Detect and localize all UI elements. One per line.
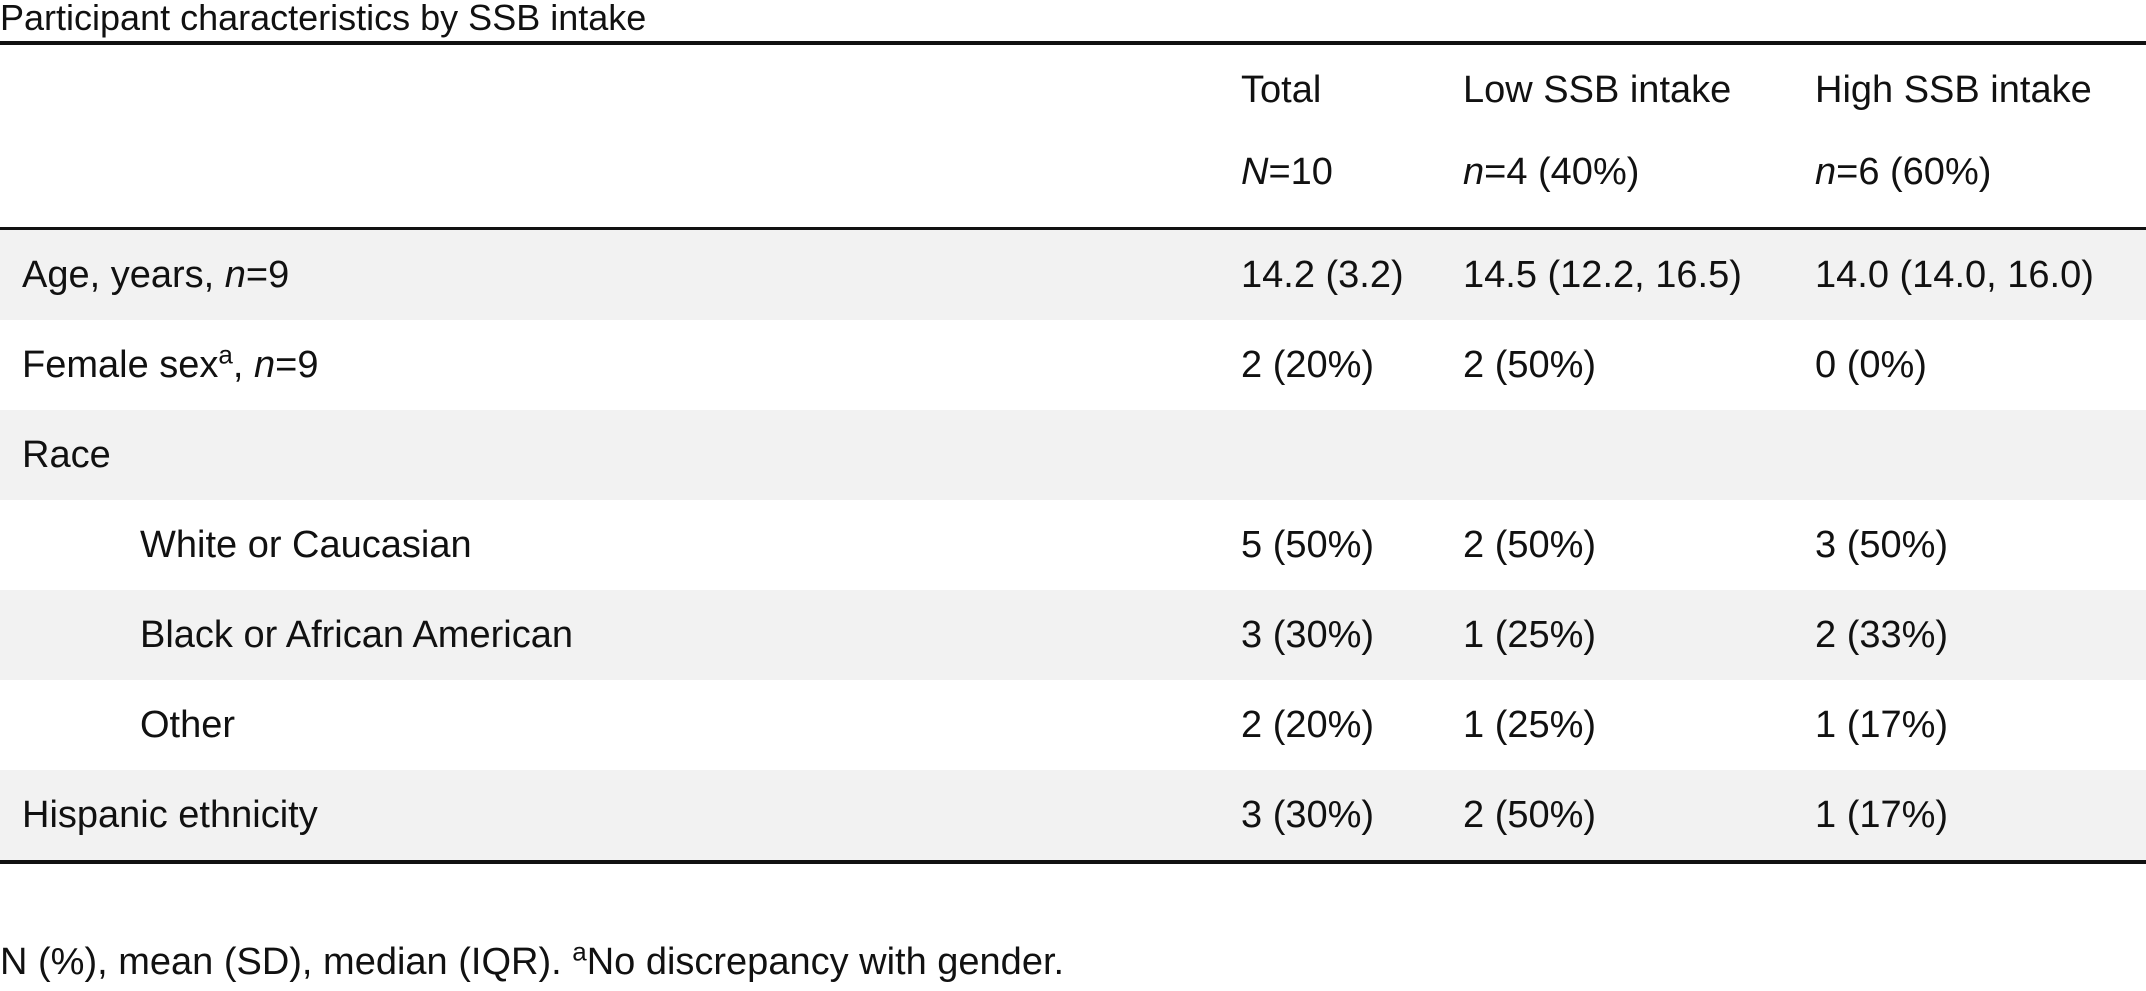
header-row-labels: Total Low SSB intake High SSB intake [0, 41, 2146, 133]
header-low-ssb-count: n=4 (40%) [1463, 133, 1815, 230]
cell-black-low: 1 (25%) [1463, 590, 1815, 680]
cell-race-total [1241, 410, 1463, 500]
high-ssb-n-symbol: n [1815, 151, 1837, 193]
cell-white-total: 5 (50%) [1241, 523, 1375, 566]
header-high-ssb-label: High SSB intake [1815, 69, 2092, 111]
age-n-symbol: n [224, 253, 246, 296]
table-body: Age, years, n=9 14.2 (3.2) 14.5 (12.2, 1… [0, 228, 2146, 864]
header-total-label: Total [1241, 69, 1322, 111]
table-footnote: N (%), mean (SD), median (IQR). aNo disc… [0, 938, 1065, 984]
table-row-hispanic: Hispanic ethnicity 3 (30%) 2 (50%) 1 (17… [0, 770, 2146, 864]
cell-age-high: 14.0 (14.0, 16.0) [1815, 228, 2146, 320]
low-ssb-n-symbol: n [1463, 151, 1485, 193]
cell-hispanic-low: 2 (50%) [1463, 770, 1815, 864]
age-label-text: Age, years, [22, 253, 225, 296]
cell-age-total: 14.2 (3.2) [1241, 228, 1463, 320]
cell-race-high [1815, 410, 2146, 500]
female-sex-label-text: Female sex [22, 343, 219, 386]
cell-other-low: 1 (25%) [1463, 703, 1597, 746]
table-row-white: White or Caucasian 5 (50%) 2 (50%) 3 (50… [0, 500, 2146, 590]
footnote-marker: a [572, 936, 587, 967]
table-caption: Participant characteristics by SSB intak… [0, 0, 647, 38]
table-row-black: Black or African American 3 (30%) 1 (25%… [0, 590, 2146, 680]
header-low-ssb-label: Low SSB intake [1463, 69, 1732, 111]
cell-female-high: 0 (0%) [1815, 343, 1927, 386]
cell-female-total: 2 (20%) [1241, 343, 1375, 386]
header-total: Total [1241, 41, 1463, 133]
cell-hispanic-high: 1 (17%) [1815, 770, 2146, 864]
female-sex-n-symbol: n [254, 343, 276, 386]
header-high-ssb-n: n=6 (60%) [1815, 133, 2146, 194]
low-ssb-n-value: =4 (40%) [1484, 151, 1640, 193]
cell-age-low: 14.5 (12.2, 16.5) [1463, 228, 1815, 320]
row-label-hispanic: Hispanic ethnicity [0, 770, 1241, 864]
footnote-detail: No discrepancy with gender. [586, 941, 1065, 983]
row-label-age: Age, years, n=9 [0, 228, 1241, 320]
cell-race-low [1463, 410, 1815, 500]
header-high-ssb: High SSB intake [1815, 41, 2146, 133]
female-sex-n-value: =9 [275, 343, 319, 386]
header-low-ssb: Low SSB intake [1463, 41, 1815, 133]
cell-hispanic-total: 3 (30%) [1241, 770, 1463, 864]
row-label-other: Other [140, 703, 236, 746]
table-row-race: Race [0, 410, 2146, 500]
row-label-black: Black or African American [0, 590, 1241, 680]
footnote-text: N (%), mean (SD), median (IQR). [0, 941, 573, 983]
row-label-white: White or Caucasian [140, 523, 472, 566]
header-characteristic [0, 41, 1241, 133]
cell-white-low: 2 (50%) [1463, 523, 1597, 566]
cell-white-high: 3 (50%) [1815, 523, 1949, 566]
table-header: Total Low SSB intake High SSB intake N=1… [0, 41, 2146, 230]
high-ssb-n-value: =6 (60%) [1836, 151, 1992, 193]
row-label-female-sex: Female sexa, n=9 [0, 320, 1241, 410]
table-row-female-sex: Female sexa, n=9 2 (20%) 2 (50%) 0 (0%) [0, 320, 2146, 410]
row-label-race: Race [0, 410, 1241, 500]
female-sex-footnote-marker: a [218, 338, 233, 369]
cell-other-high: 1 (17%) [1815, 703, 1949, 746]
table-row-other: Other 2 (20%) 1 (25%) 1 (17%) [0, 680, 2146, 770]
table-row-age: Age, years, n=9 14.2 (3.2) 14.5 (12.2, 1… [0, 228, 2146, 320]
cell-female-low: 2 (50%) [1463, 343, 1597, 386]
female-sex-separator: , [232, 343, 254, 386]
cell-black-high: 2 (33%) [1815, 590, 2146, 680]
header-low-ssb-n: n=4 (40%) [1463, 133, 1815, 194]
header-total-n: N=10 [1241, 133, 1463, 194]
cell-other-total: 2 (20%) [1241, 703, 1375, 746]
age-n-value: =9 [245, 253, 290, 296]
total-n-symbol: N [1241, 151, 1269, 193]
header-row-counts: N=10 n=4 (40%) n=6 (60%) [0, 133, 2146, 230]
header-high-ssb-count: n=6 (60%) [1815, 133, 2146, 230]
header-characteristic-count [0, 133, 1241, 230]
cell-black-total: 3 (30%) [1241, 590, 1463, 680]
total-n-value: =10 [1268, 151, 1333, 193]
header-total-count: N=10 [1241, 133, 1463, 230]
participant-characteristics-table: Total Low SSB intake High SSB intake N=1… [0, 41, 2146, 864]
